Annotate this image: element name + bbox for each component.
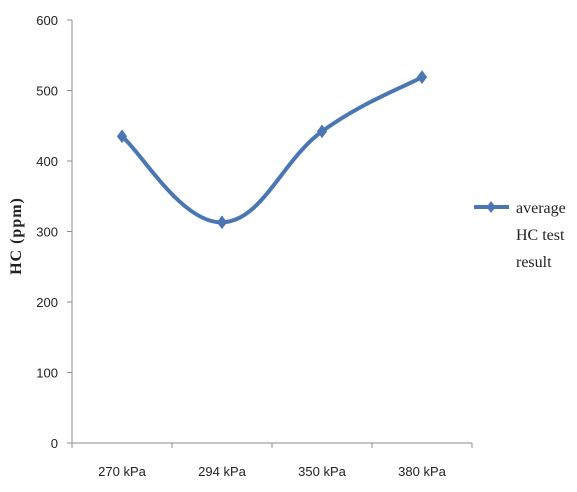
y-tick-label: 400 xyxy=(36,154,58,169)
data-point-marker xyxy=(116,129,128,144)
y-axis-title: HC (ppm) xyxy=(8,197,25,275)
y-tick-label: 200 xyxy=(36,295,58,310)
data-point-marker xyxy=(216,215,228,230)
legend-label-line: HC test xyxy=(516,227,565,244)
series-layer xyxy=(116,70,428,230)
x-tick-label: 294 kPa xyxy=(198,464,246,479)
x-tick-label: 350 kPa xyxy=(298,464,346,479)
y-tick-label: 100 xyxy=(36,366,58,381)
y-tick-label: 600 xyxy=(36,13,58,28)
data-point-marker xyxy=(416,70,428,84)
x-tick-label: 270 kPa xyxy=(98,464,146,479)
y-tick-label: 0 xyxy=(51,436,58,451)
legend-label-line: average xyxy=(516,200,566,217)
series-line xyxy=(120,75,424,225)
legend: average HC test result xyxy=(474,200,566,271)
data-point-marker xyxy=(316,124,328,139)
legend-marker-swatch xyxy=(486,201,496,213)
x-axis: 270 kPa 294 kPa 350 kPa 380 kPa xyxy=(71,442,473,479)
y-axis: 0 100 200 300 400 500 600 xyxy=(36,13,73,451)
y-tick-label: 300 xyxy=(36,225,58,240)
x-tick-label: 380 kPa xyxy=(398,464,446,479)
y-tick-label: 500 xyxy=(36,84,58,99)
legend-label-line: result xyxy=(516,254,552,271)
